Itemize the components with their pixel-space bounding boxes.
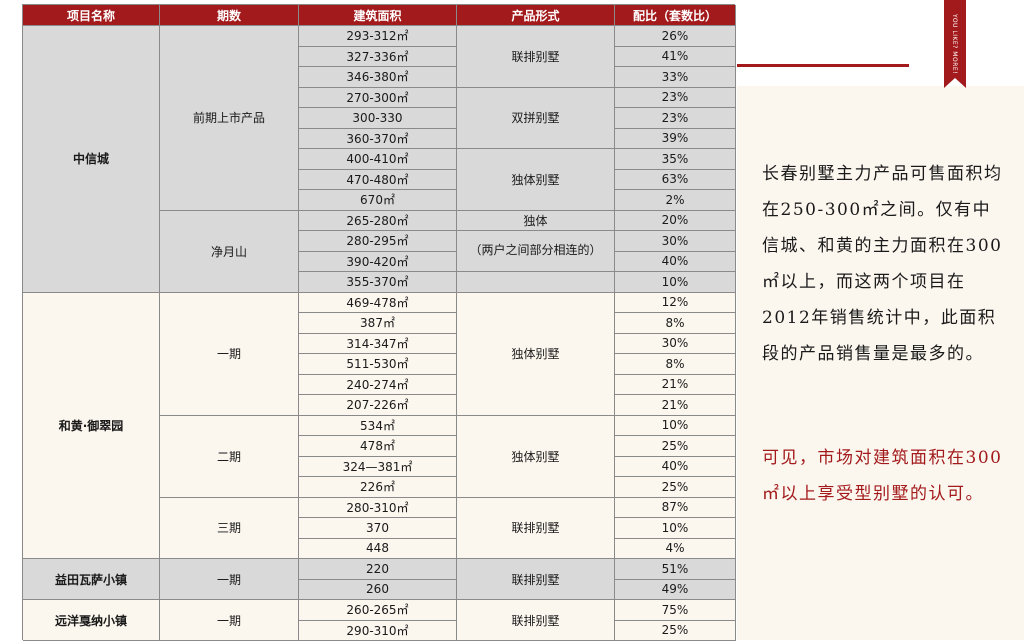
phase-cell: 一期 bbox=[160, 559, 299, 600]
area-cell: 355-370㎡ bbox=[299, 272, 457, 293]
area-cell: 370 bbox=[299, 518, 457, 539]
area-cell: 346-380㎡ bbox=[299, 67, 457, 88]
ratio-cell: 33% bbox=[615, 67, 736, 88]
ratio-cell: 41% bbox=[615, 47, 736, 68]
header-phase: 期数 bbox=[160, 5, 299, 26]
area-cell: 327-336㎡ bbox=[299, 47, 457, 68]
form-cell: 独体 bbox=[457, 211, 615, 232]
area-cell: 390-420㎡ bbox=[299, 252, 457, 273]
ratio-cell: 30% bbox=[615, 231, 736, 252]
phase-cell: 二期 bbox=[160, 416, 299, 498]
header-building-area: 建筑面积 bbox=[299, 5, 457, 26]
commentary-paragraph: 长春别墅主力产品可售面积均在250-300㎡之间。仅有中信城、和黄的主力面积在3… bbox=[762, 156, 1008, 372]
form-cell: 独体别墅 bbox=[457, 149, 615, 211]
phase-cell: 前期上市产品 bbox=[160, 26, 299, 211]
ratio-cell: 8% bbox=[615, 354, 736, 375]
ratio-cell: 2% bbox=[615, 190, 736, 211]
header-ratio: 配比（套数比） bbox=[615, 5, 736, 26]
area-cell: 478㎡ bbox=[299, 436, 457, 457]
project-cell: 中信城 bbox=[23, 26, 160, 293]
phase-cell: 净月山 bbox=[160, 211, 299, 293]
ratio-cell: 63% bbox=[615, 170, 736, 191]
phase-cell: 三期 bbox=[160, 498, 299, 560]
project-cell: 远洋戛纳小镇 bbox=[23, 600, 160, 641]
area-cell: 470-480㎡ bbox=[299, 170, 457, 191]
area-cell: 448 bbox=[299, 539, 457, 560]
form-cell: 独体别墅 bbox=[457, 416, 615, 498]
area-cell: 220 bbox=[299, 559, 457, 580]
ratio-cell: 25% bbox=[615, 477, 736, 498]
form-cell: （两户之间部分相连的） bbox=[457, 231, 615, 272]
area-cell: 207-226㎡ bbox=[299, 395, 457, 416]
header-project-name: 项目名称 bbox=[23, 5, 160, 26]
bookmark-label: YOU LIKE? MORE! bbox=[951, 14, 958, 74]
phase-cell: 一期 bbox=[160, 600, 299, 641]
ratio-cell: 20% bbox=[615, 211, 736, 232]
area-cell: 387㎡ bbox=[299, 313, 457, 334]
ratio-cell: 39% bbox=[615, 129, 736, 150]
area-cell: 260-265㎡ bbox=[299, 600, 457, 621]
ratio-cell: 25% bbox=[615, 621, 736, 641]
area-cell: 240-274㎡ bbox=[299, 375, 457, 396]
form-cell: 独体别墅 bbox=[457, 293, 615, 416]
accent-rule bbox=[737, 64, 909, 67]
header-product-form: 产品形式 bbox=[457, 5, 615, 26]
ratio-cell: 23% bbox=[615, 108, 736, 129]
form-cell: 联排别墅 bbox=[457, 559, 615, 600]
area-cell: 260 bbox=[299, 580, 457, 601]
ratio-cell: 75% bbox=[615, 600, 736, 621]
conclusion-paragraph: 可见，市场对建筑面积在300 ㎡以上享受型别墅的认可。 bbox=[762, 440, 1008, 512]
area-cell: 324—381㎡ bbox=[299, 457, 457, 478]
form-cell: 联排别墅 bbox=[457, 600, 615, 641]
form-cell: 双拼别墅 bbox=[457, 88, 615, 150]
ratio-cell: 21% bbox=[615, 395, 736, 416]
area-cell: 226㎡ bbox=[299, 477, 457, 498]
area-cell: 280-295㎡ bbox=[299, 231, 457, 252]
project-cell: 益田瓦萨小镇 bbox=[23, 559, 160, 600]
ratio-cell: 25% bbox=[615, 436, 736, 457]
ratio-cell: 10% bbox=[615, 272, 736, 293]
ratio-cell: 10% bbox=[615, 416, 736, 437]
area-cell: 300-330 bbox=[299, 108, 457, 129]
area-cell: 290-310㎡ bbox=[299, 621, 457, 641]
ratio-cell: 87% bbox=[615, 498, 736, 519]
ratio-cell: 51% bbox=[615, 559, 736, 580]
area-cell: 280-310㎡ bbox=[299, 498, 457, 519]
ratio-cell: 4% bbox=[615, 539, 736, 560]
area-cell: 534㎡ bbox=[299, 416, 457, 437]
ratio-cell: 49% bbox=[615, 580, 736, 601]
area-cell: 270-300㎡ bbox=[299, 88, 457, 109]
ratio-cell: 23% bbox=[615, 88, 736, 109]
ratio-cell: 35% bbox=[615, 149, 736, 170]
area-cell: 400-410㎡ bbox=[299, 149, 457, 170]
ratio-cell: 40% bbox=[615, 252, 736, 273]
ratio-cell: 10% bbox=[615, 518, 736, 539]
area-cell: 293-312㎡ bbox=[299, 26, 457, 47]
area-cell: 670㎡ bbox=[299, 190, 457, 211]
ratio-cell: 12% bbox=[615, 293, 736, 314]
area-cell: 314-347㎡ bbox=[299, 334, 457, 355]
ratio-cell: 21% bbox=[615, 375, 736, 396]
form-cell-empty bbox=[457, 272, 615, 293]
ratio-cell: 30% bbox=[615, 334, 736, 355]
form-cell: 联排别墅 bbox=[457, 498, 615, 560]
ratio-cell: 40% bbox=[615, 457, 736, 478]
ratio-cell: 26% bbox=[615, 26, 736, 47]
area-cell: 360-370㎡ bbox=[299, 129, 457, 150]
form-cell: 联排别墅 bbox=[457, 26, 615, 88]
project-cell: 和黄·御翠园 bbox=[23, 293, 160, 560]
area-cell: 469-478㎡ bbox=[299, 293, 457, 314]
phase-cell: 一期 bbox=[160, 293, 299, 416]
area-cell: 265-280㎡ bbox=[299, 211, 457, 232]
product-mix-table: 项目名称 期数 建筑面积 产品形式 配比（套数比） 中信城 和黄·御翠园 益田瓦… bbox=[22, 4, 735, 640]
ratio-cell: 8% bbox=[615, 313, 736, 334]
area-cell: 511-530㎡ bbox=[299, 354, 457, 375]
